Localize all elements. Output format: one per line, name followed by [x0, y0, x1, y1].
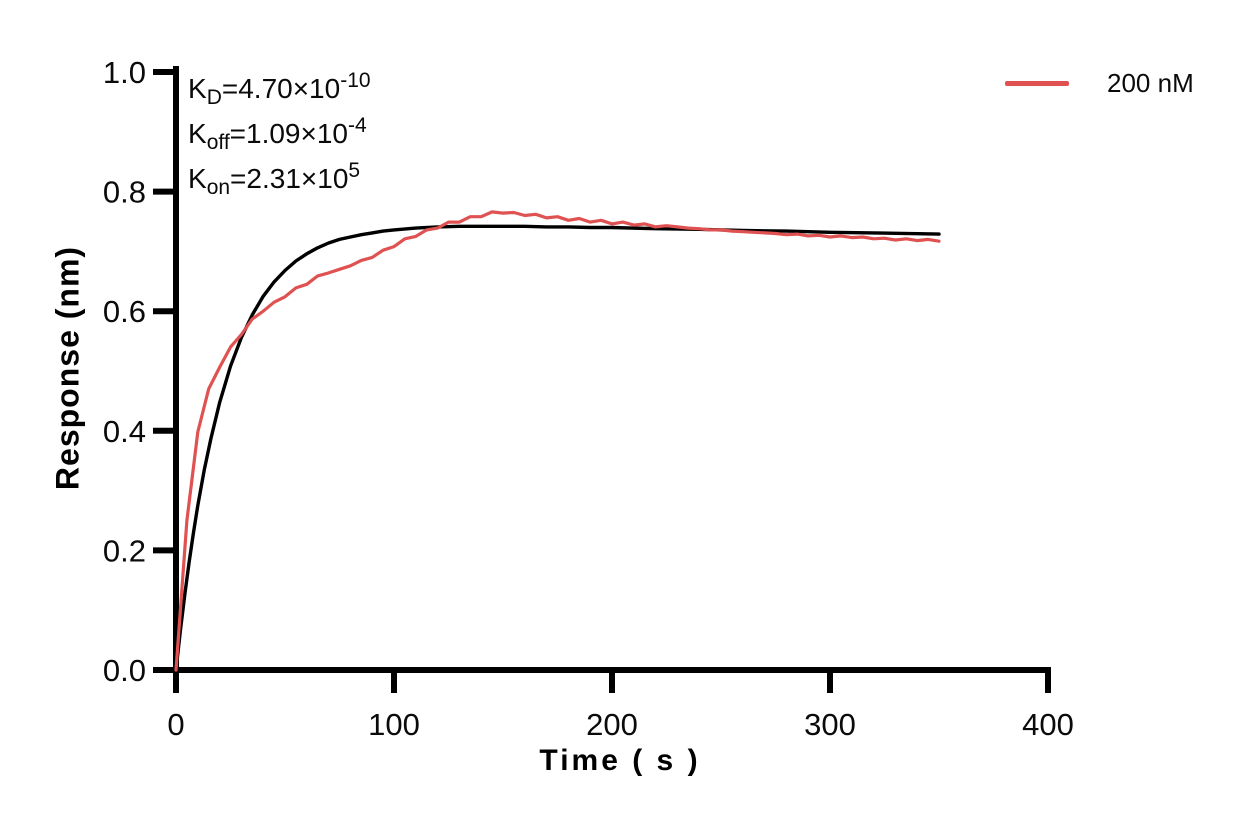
x-tick-label: 300	[804, 707, 856, 742]
kd-base: K	[188, 73, 207, 104]
kd-value: =4.70×10	[221, 73, 341, 104]
kon-base: K	[188, 163, 207, 194]
y-tick-label: 0.8	[103, 175, 146, 210]
kd-sub: D	[206, 86, 222, 109]
y-tick-label: 1.0	[103, 55, 146, 90]
koff-exponent: -4	[348, 114, 367, 137]
y-tick-label: 0.4	[103, 414, 146, 449]
x-tick-label: 200	[586, 707, 638, 742]
kon-value: =2.31×10	[230, 163, 349, 194]
legend-line-swatch	[1005, 81, 1069, 86]
kon-exponent: 5	[348, 159, 361, 182]
y-tick-label: 0.0	[103, 653, 146, 688]
koff-base: K	[188, 118, 207, 149]
y-tick-label: 0.6	[103, 294, 146, 329]
legend-label: 200 nM	[1107, 68, 1194, 98]
x-tick-label: 100	[368, 707, 420, 742]
kon-sub: on	[206, 176, 231, 199]
kinetics-annotation: KD=4.70×10-10 Koff=1.09×10-4 Kon=2.31×10…	[188, 66, 371, 201]
koff-sub: off	[206, 131, 230, 154]
koff-annotation: Koff=1.09×10-4	[188, 111, 371, 156]
series-line-fit	[174, 224, 941, 672]
y-tick-label: 0.2	[103, 533, 146, 568]
series-line-200-nm	[174, 210, 941, 672]
x-tick-label: 400	[1022, 707, 1074, 742]
y-axis-title: Response (nm)	[49, 245, 86, 491]
legend: 200 nM	[1005, 68, 1194, 99]
kon-annotation: Kon=2.31×105	[188, 156, 371, 201]
kd-annotation: KD=4.70×10-10	[188, 66, 371, 111]
x-axis-title: Time ( s )	[539, 744, 701, 777]
koff-value: =1.09×10	[229, 118, 348, 149]
x-tick-label: 0	[167, 707, 184, 742]
kd-exponent: -10	[340, 69, 371, 92]
